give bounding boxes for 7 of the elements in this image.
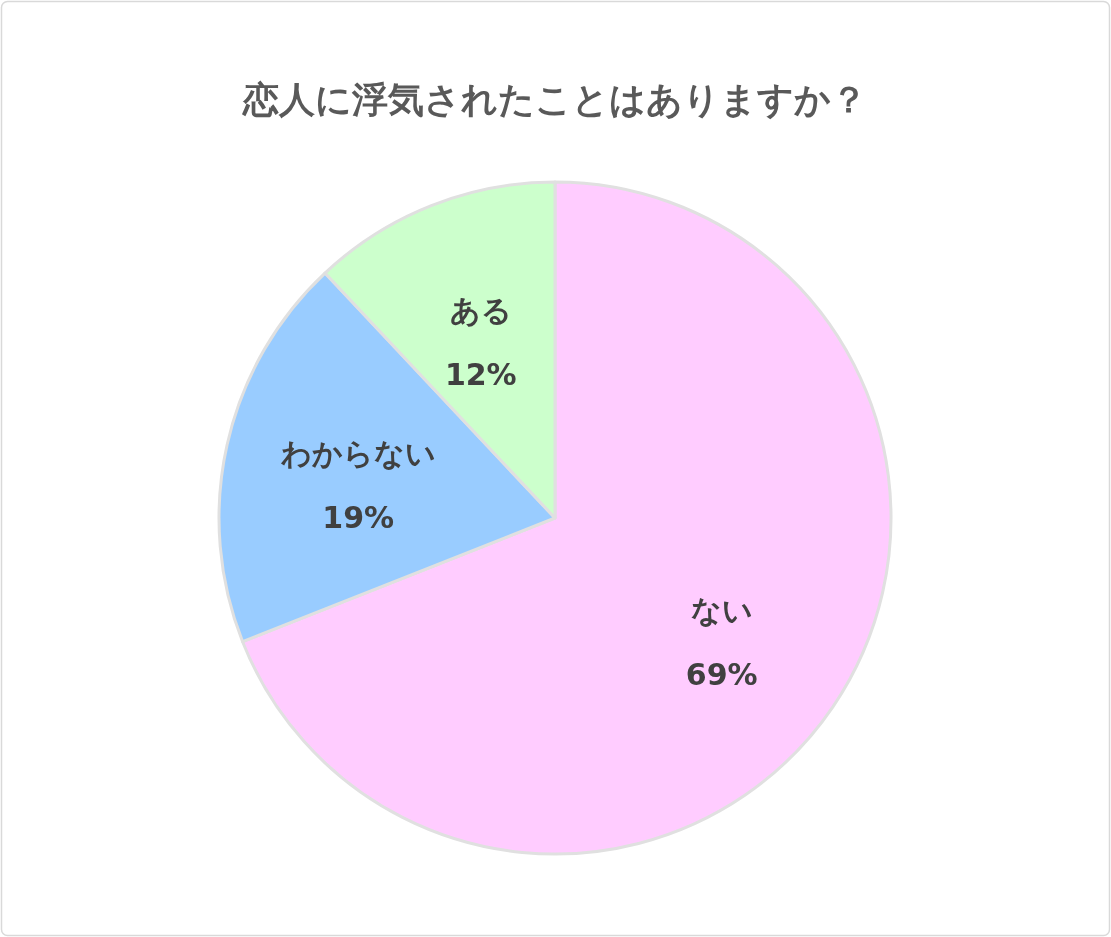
slice-label: ある	[449, 292, 512, 328]
slice-label: わからない	[280, 436, 436, 472]
data-label: 19%	[322, 500, 395, 536]
slice-label: ない	[690, 593, 753, 629]
data-label: 69%	[685, 657, 758, 693]
data-label: 12%	[444, 356, 517, 392]
chart-title: 恋人に浮気されたことはありますか？	[241, 79, 867, 120]
